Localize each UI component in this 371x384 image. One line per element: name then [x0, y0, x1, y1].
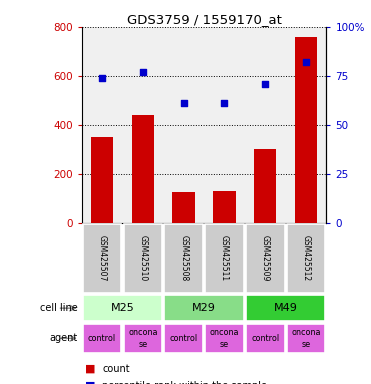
Text: agent: agent — [50, 333, 78, 343]
Text: GSM425507: GSM425507 — [98, 235, 106, 281]
Text: GSM425508: GSM425508 — [179, 235, 188, 281]
Text: se: se — [220, 339, 229, 349]
Text: oncona: oncona — [210, 328, 239, 337]
Point — [262, 81, 268, 87]
Point — [181, 100, 187, 106]
Bar — [254, 149, 276, 223]
Point — [140, 69, 146, 75]
Text: cell line: cell line — [40, 303, 78, 313]
Bar — [295, 37, 317, 223]
Text: M49: M49 — [274, 303, 298, 313]
Bar — [173, 192, 195, 223]
Title: GDS3759 / 1559170_at: GDS3759 / 1559170_at — [127, 13, 282, 26]
Point — [303, 59, 309, 65]
Bar — [91, 137, 113, 223]
Text: count: count — [102, 364, 129, 374]
Text: GSM425511: GSM425511 — [220, 235, 229, 281]
Text: GSM425512: GSM425512 — [302, 235, 311, 281]
Point — [99, 75, 105, 81]
Text: oncona: oncona — [291, 328, 321, 337]
Bar — [132, 115, 154, 223]
Text: control: control — [88, 334, 116, 343]
Text: control: control — [251, 334, 279, 343]
Text: GSM425510: GSM425510 — [138, 235, 147, 281]
Text: oncona: oncona — [128, 328, 158, 337]
Text: GSM425509: GSM425509 — [261, 235, 270, 281]
Text: se: se — [302, 339, 311, 349]
Point — [221, 100, 227, 106]
Bar — [213, 191, 236, 223]
Text: ■: ■ — [85, 381, 96, 384]
Text: M25: M25 — [111, 303, 134, 313]
Text: percentile rank within the sample: percentile rank within the sample — [102, 381, 267, 384]
Text: control: control — [170, 334, 198, 343]
Text: M29: M29 — [192, 303, 216, 313]
Text: ■: ■ — [85, 364, 96, 374]
Text: se: se — [138, 339, 147, 349]
